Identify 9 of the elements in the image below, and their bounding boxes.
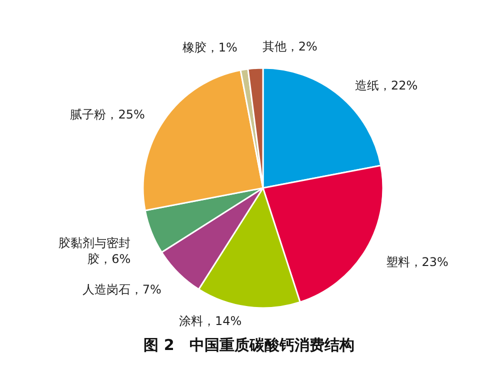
slice-label: 涂料，14% xyxy=(179,314,242,328)
slice-label: 胶黏剂与密封胶，6% xyxy=(58,236,131,266)
slice-label: 其他，2% xyxy=(262,39,318,54)
text: 图 2 中国重质碳酸钙消费结构 xyxy=(144,336,354,354)
slice-label: 橡胶，1% xyxy=(182,40,238,55)
slice-label: 腻子粉，25% xyxy=(70,107,145,122)
slice-label: 造纸，22% xyxy=(354,78,418,93)
slice-label: 塑料，23% xyxy=(386,255,448,270)
slice-label: 人造岗石，7% xyxy=(82,282,162,297)
